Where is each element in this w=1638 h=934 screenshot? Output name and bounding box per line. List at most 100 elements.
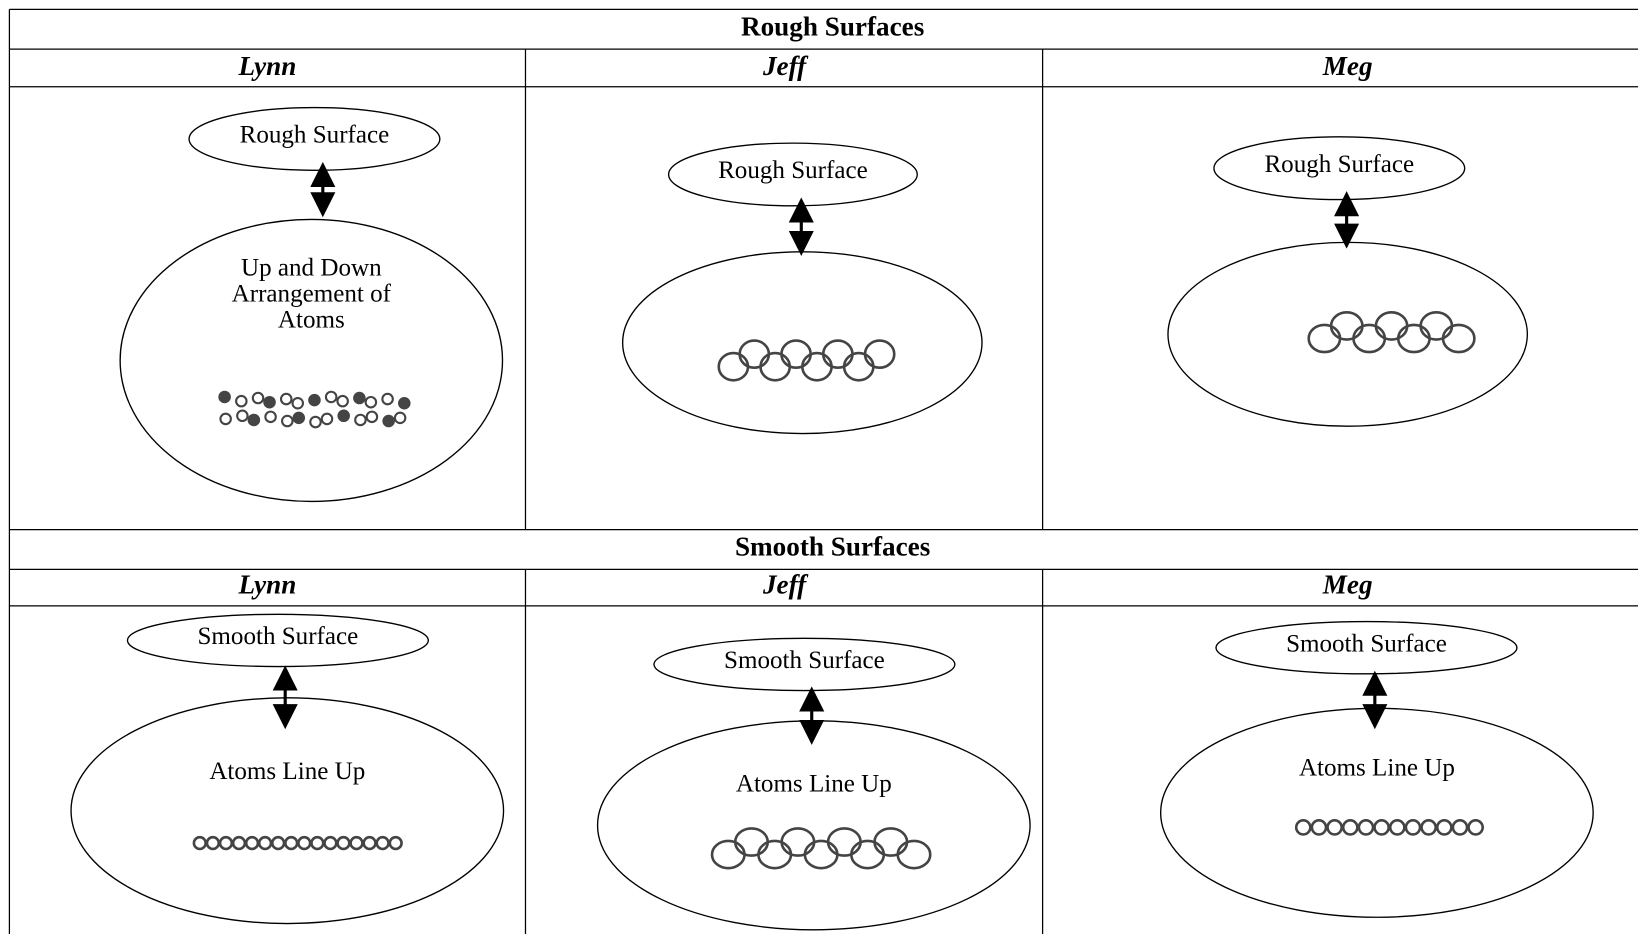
student-name: Meg <box>1322 51 1373 81</box>
atom <box>1307 323 1342 354</box>
atom <box>292 411 306 425</box>
atom <box>364 395 378 409</box>
surface-label: Rough Surface <box>718 157 868 184</box>
atom <box>1294 819 1312 836</box>
atom <box>1441 323 1476 354</box>
model-bubble <box>119 218 504 503</box>
atom <box>1435 819 1453 836</box>
atom <box>1310 819 1328 836</box>
atom <box>1396 323 1431 354</box>
section-title: Smooth Surfaces <box>735 532 930 562</box>
atom <box>1419 311 1454 341</box>
atom <box>1326 819 1343 836</box>
student-name: Jeff <box>762 51 809 81</box>
student-name: Meg <box>1322 569 1373 599</box>
atom <box>247 413 261 427</box>
atom <box>251 391 265 405</box>
model-bubble <box>1167 241 1529 427</box>
student-name: Lynn <box>238 569 297 599</box>
atom <box>801 351 833 382</box>
atom <box>284 835 299 851</box>
model-label: Arrangement of <box>232 280 392 307</box>
atom <box>218 390 231 404</box>
atom <box>717 351 750 382</box>
atom <box>733 827 770 857</box>
atom <box>738 339 771 370</box>
atom <box>803 839 839 870</box>
atom <box>375 835 390 851</box>
atom <box>309 415 322 429</box>
atom <box>219 412 232 426</box>
atom <box>297 835 312 851</box>
section-title: Rough Surfaces <box>741 11 924 41</box>
atom <box>353 391 366 405</box>
model-label: Atoms Line Up <box>209 758 365 785</box>
atom <box>873 827 909 857</box>
atom <box>354 413 367 427</box>
atom <box>192 835 207 851</box>
atom <box>759 351 792 382</box>
atom <box>257 835 273 851</box>
model-bubble <box>70 697 505 925</box>
atom <box>235 394 248 408</box>
atom <box>263 395 276 409</box>
atom <box>1420 819 1437 836</box>
atom <box>896 839 932 870</box>
surface-label: Rough Surface <box>1264 151 1414 178</box>
atom <box>337 409 350 423</box>
surface-label: Rough Surface <box>240 122 390 149</box>
atom <box>850 839 886 870</box>
atom <box>1357 819 1375 836</box>
atom <box>1341 819 1359 836</box>
atom <box>270 835 286 851</box>
model-label: Up and Down <box>241 254 382 281</box>
atom <box>826 827 862 857</box>
model-bubble <box>621 251 983 435</box>
table: Rough Surfaces Lynn Rough Surface Up and Do… <box>8 8 1638 934</box>
atom <box>205 835 221 851</box>
atom <box>757 839 793 870</box>
atom <box>336 835 351 851</box>
atom <box>821 339 854 370</box>
atom <box>323 835 338 851</box>
atom <box>231 835 247 851</box>
atom <box>1373 819 1390 836</box>
atom <box>279 392 293 406</box>
atom <box>863 339 896 370</box>
student-name: Jeff <box>762 569 809 599</box>
atom <box>1404 819 1422 836</box>
atom <box>842 351 875 382</box>
atom <box>308 393 321 407</box>
atom <box>362 835 377 851</box>
atom <box>1374 311 1409 341</box>
atom <box>365 410 379 424</box>
surface-label: Smooth Surface <box>724 647 885 674</box>
atom <box>780 339 812 370</box>
atom <box>336 394 349 408</box>
atom <box>236 409 249 423</box>
atom <box>324 390 338 404</box>
atom <box>1451 819 1469 836</box>
atom <box>1329 311 1364 341</box>
atom <box>393 411 407 425</box>
surface-label: Smooth Surface <box>197 623 358 650</box>
atom <box>388 835 403 851</box>
atom <box>1467 819 1484 836</box>
atom <box>291 396 305 410</box>
atom <box>780 827 816 857</box>
model-label: Atoms <box>278 307 345 334</box>
atom <box>381 392 394 406</box>
student-name: Lynn <box>238 51 297 81</box>
atom <box>349 835 364 851</box>
model-label: Atoms Line Up <box>1299 755 1455 782</box>
atom <box>264 410 277 424</box>
atom <box>1352 323 1387 354</box>
atom <box>398 396 411 410</box>
model-bubble <box>596 720 1031 931</box>
atom <box>710 839 746 870</box>
model-bubble <box>1159 707 1594 918</box>
surface-label: Smooth Surface <box>1286 630 1447 657</box>
atom <box>281 414 294 428</box>
atom <box>310 835 325 851</box>
